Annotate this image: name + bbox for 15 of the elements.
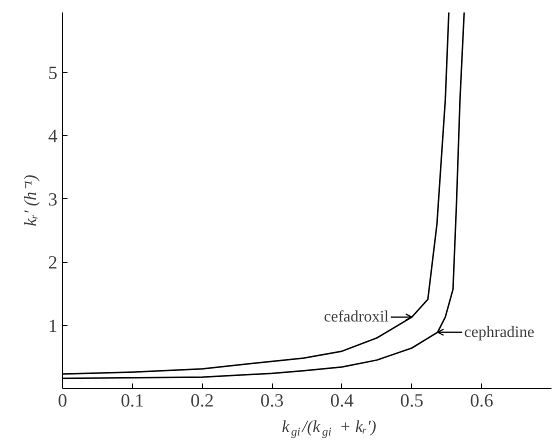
y-tick-label: 5 [48,63,58,84]
x-tick-label: 0.1 [120,390,144,412]
x-tick-label: 0.5 [400,390,424,412]
x-tick-label: 0 [58,390,68,412]
y-axis-title: kᵣ′ (h⁻¹) [21,174,40,226]
y-tick-label: 1 [48,316,58,337]
x-tick-label: 0.2 [190,390,214,412]
x-tick-label: 0.4 [330,390,354,412]
y-tick-label: 2 [48,252,58,274]
x-tick-label: 0.3 [260,390,284,412]
x-tick-label: 0.6 [470,390,494,412]
annotation: cefadroxil [324,308,390,326]
annotation: cephradine [464,324,534,341]
y-tick-label: 4 [48,126,58,148]
y-tick-label: 3 [48,189,58,210]
